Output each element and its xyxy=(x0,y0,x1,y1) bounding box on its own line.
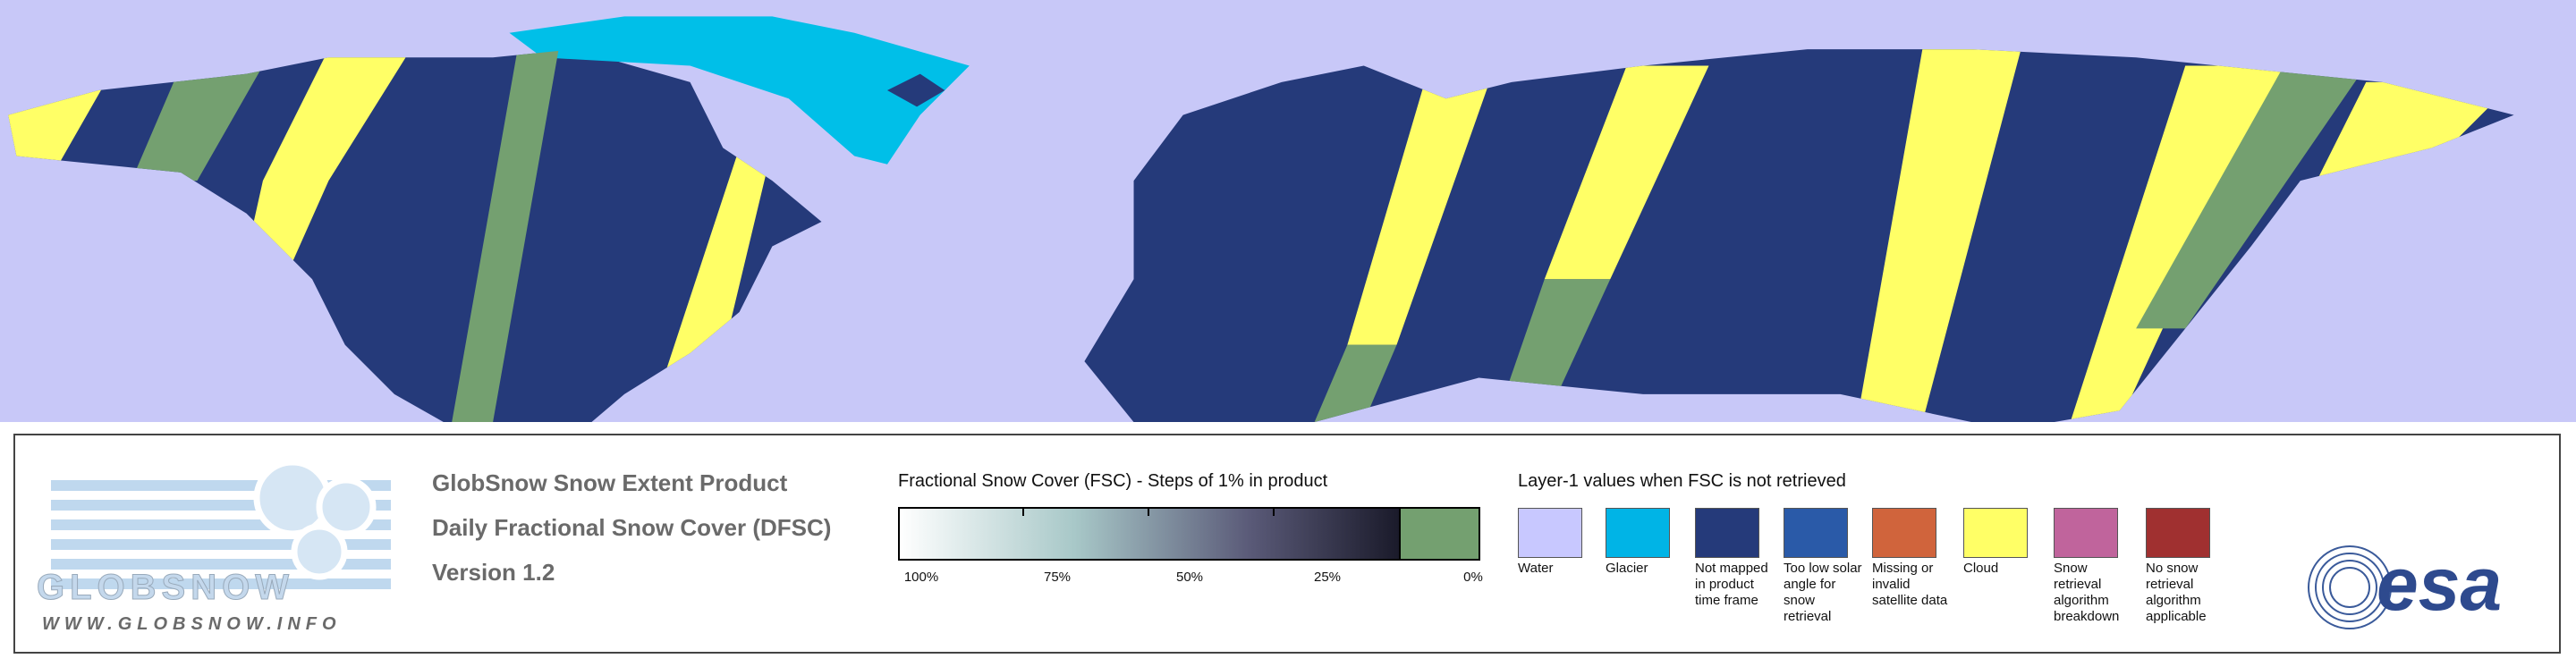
legend-label: Snow retrieval algorithm breakdown xyxy=(2054,561,2120,624)
fsc-tick-label: 50% xyxy=(1175,570,1204,585)
legend-label: No snow retrieval algorithm applicable xyxy=(2146,561,2207,624)
legend-swatch xyxy=(1784,508,1848,558)
legend-label: Water xyxy=(1518,561,1554,576)
legend-swatch xyxy=(2054,508,2118,558)
product-subtitle: Daily Fractional Snow Cover (DFSC) xyxy=(432,514,832,541)
legend-swatch xyxy=(1606,508,1670,558)
fsc-tick-label: 100% xyxy=(903,570,939,585)
layer-title: Layer-1 values when FSC is not retrieved xyxy=(1518,471,1846,491)
legend-swatch xyxy=(1518,508,1582,558)
agency-logo: esa xyxy=(2377,542,2503,626)
logo-url: WWW.GLOBSNOW.INFO xyxy=(42,614,342,634)
legend-label: Too low solar angle for snow retrieval xyxy=(1784,561,1862,624)
product-title: GlobSnow Snow Extent Product xyxy=(432,469,788,496)
fsc-tick-label: 0% xyxy=(1463,570,1483,585)
legend-swatch xyxy=(1963,508,2028,558)
legend-label: Cloud xyxy=(1963,561,1999,576)
product-version: Version 1.2 xyxy=(432,559,555,586)
agency-logo-graphic xyxy=(2308,545,2392,629)
legend-swatch xyxy=(1695,508,1759,558)
legend-swatch xyxy=(2146,508,2210,558)
fsc-tick-label: 25% xyxy=(1313,570,1342,585)
map xyxy=(0,0,2576,422)
fsc-title: Fractional Snow Cover (FSC) - Steps of 1… xyxy=(898,471,1328,491)
legend-swatch xyxy=(1872,508,1936,558)
fsc-colorbar xyxy=(898,507,1480,561)
fsc-tick-label: 75% xyxy=(1043,570,1072,585)
legend-panel: GLOBSNOW WWW.GLOBSNOW.INFO GlobSnow Snow… xyxy=(13,434,2561,654)
logo-name: GLOBSNOW xyxy=(37,568,294,608)
legend-label: Missing or invalid satellite data xyxy=(1872,561,1948,608)
logo-graphic xyxy=(51,459,391,589)
legend-label: Not mapped in product time frame xyxy=(1695,561,1768,608)
legend-label: Glacier xyxy=(1606,561,1648,576)
